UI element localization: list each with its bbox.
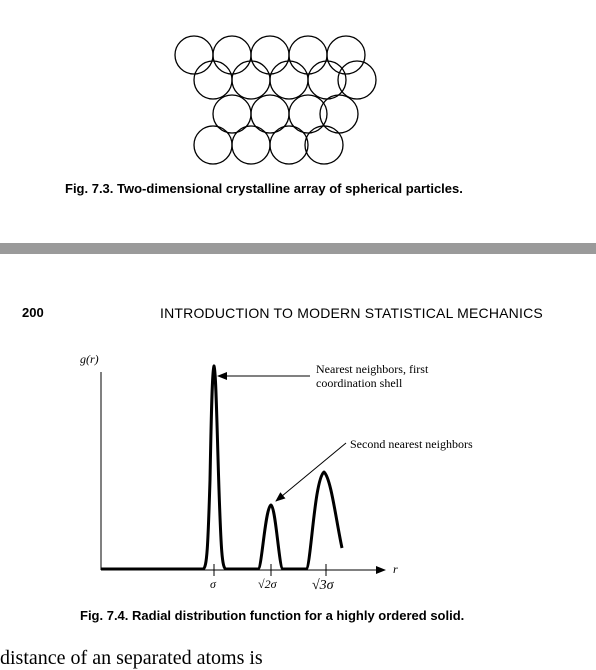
annotation-nearest-neighbors-line1: Nearest neighbors, first (316, 362, 429, 376)
page-number: 200 (22, 305, 44, 320)
radial-distribution-plot: g(r) r σ √2σ √3σ Nearest neighbors, firs… (80, 352, 473, 593)
particle-circle (212, 35, 252, 75)
particle-circle (269, 60, 309, 100)
tick-label-sqrt2-sigma: √2σ (258, 577, 278, 591)
caption-text: Radial distribution function for a highl… (132, 608, 465, 623)
particle-circle (337, 60, 377, 100)
tick-label-sigma: σ (210, 577, 217, 591)
caption-text: Two-dimensional crystalline array of sph… (117, 181, 463, 196)
annotation-second-neighbors: Second nearest neighbors (350, 437, 473, 451)
particle-circle (193, 125, 233, 165)
particle-circle (174, 35, 214, 75)
crystalline-array-figure (174, 35, 377, 165)
g-r-curve (101, 364, 344, 571)
x-axis-label: r (393, 562, 398, 576)
particle-circle (319, 94, 359, 134)
particle-circle (307, 60, 347, 100)
particle-circle (304, 125, 344, 165)
figure-7-4-caption: Fig. 7.4. Radial distribution function f… (80, 608, 464, 623)
tick-label-sqrt3-sigma: √3σ (312, 578, 335, 593)
running-title: INTRODUCTION TO MODERN STATISTICAL MECHA… (160, 305, 543, 321)
particle-circle (250, 35, 290, 75)
particle-circle (193, 60, 233, 100)
body-text-fragment: distance of an separated atoms is (0, 647, 263, 669)
particle-circle (231, 125, 271, 165)
y-axis-label: g(r) (80, 352, 99, 366)
particle-circle (288, 94, 328, 134)
annotation-nearest-neighbors-line2: coordination shell (316, 376, 403, 390)
second-neighbors-arrow (275, 442, 347, 502)
page-divider (0, 243, 596, 254)
particle-circle (231, 60, 271, 100)
particle-circle (326, 35, 366, 75)
particle-circle (288, 35, 328, 75)
figure-label: Fig. 7.4. (80, 608, 129, 623)
figure-label: Fig. 7.3. (65, 181, 114, 196)
particle-circle (269, 125, 309, 165)
figure-7-3-caption: Fig. 7.3. Two-dimensional crystalline ar… (65, 181, 463, 196)
